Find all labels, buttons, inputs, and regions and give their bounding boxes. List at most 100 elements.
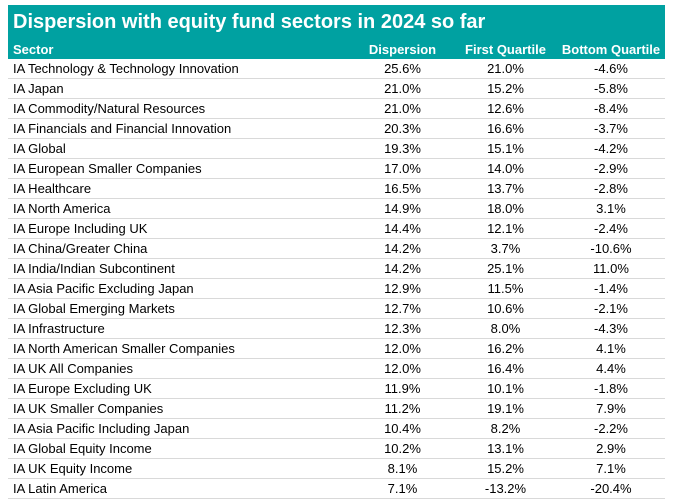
sector-cell: IA Commodity/Natural Resources <box>8 98 351 119</box>
sector-cell: IA Healthcare <box>8 178 351 199</box>
sector-cell: IA Asia Pacific Including Japan <box>8 418 351 439</box>
table-row: IA North America 14.9% 18.0% 3.1% <box>8 198 665 219</box>
dispersion-cell: 21.0% <box>351 78 454 99</box>
sector-cell: IA Europe Including UK <box>8 218 351 239</box>
first-quartile-cell: 16.4% <box>454 358 557 379</box>
first-quartile-cell: 19.1% <box>454 398 557 419</box>
first-quartile-cell: 12.6% <box>454 98 557 119</box>
table-row: IA UK Equity Income 8.1% 15.2% 7.1% <box>8 458 665 479</box>
first-quartile-cell: 10.6% <box>454 298 557 319</box>
bottom-quartile-cell: -2.8% <box>557 178 665 199</box>
header-row: Sector Dispersion First Quartile Bottom … <box>8 40 665 59</box>
dispersion-cell: 21.0% <box>351 98 454 119</box>
dispersion-cell: 12.9% <box>351 278 454 299</box>
first-quartile-cell: 18.0% <box>454 198 557 219</box>
table-row: IA UK Smaller Companies 11.2% 19.1% 7.9% <box>8 398 665 419</box>
dispersion-cell: 11.2% <box>351 398 454 419</box>
sector-cell: IA Global Emerging Markets <box>8 298 351 319</box>
dispersion-cell: 11.9% <box>351 378 454 399</box>
table-row: IA European Smaller Companies 17.0% 14.0% -… <box>8 158 665 179</box>
sector-cell: IA Latin America <box>8 478 351 499</box>
bottom-quartile-cell: -1.4% <box>557 278 665 299</box>
sector-cell: IA Global <box>8 138 351 159</box>
table-row: IA Healthcare 16.5% 13.7% -2.8% <box>8 178 665 199</box>
table-row: IA Europe Excluding UK 11.9% 10.1% -1.8% <box>8 378 665 399</box>
first-quartile-cell: 10.1% <box>454 378 557 399</box>
dispersion-cell: 12.7% <box>351 298 454 319</box>
bottom-quartile-cell: -4.2% <box>557 138 665 159</box>
header-first-quartile: First Quartile <box>465 42 546 57</box>
table-row: IA Latin America 7.1% -13.2% -20.4% <box>8 478 665 499</box>
bottom-quartile-cell: 11.0% <box>557 258 665 279</box>
table-row: IA Europe Including UK 14.4% 12.1% -2.4% <box>8 218 665 239</box>
dispersion-cell: 12.3% <box>351 318 454 339</box>
table-row: IA Infrastructure 12.3% 8.0% -4.3% <box>8 318 665 339</box>
first-quartile-cell: 13.1% <box>454 438 557 459</box>
first-quartile-cell: 14.0% <box>454 158 557 179</box>
table-container: Dispersion with equity fund sectors in 2… <box>8 5 665 499</box>
first-quartile-cell: -13.2% <box>454 478 557 499</box>
header-sector: Sector <box>13 42 54 57</box>
table-row: IA Asia Pacific Excluding Japan 12.9% 11.5… <box>8 278 665 299</box>
dispersion-cell: 20.3% <box>351 118 454 139</box>
bottom-quartile-cell: -4.6% <box>557 59 665 79</box>
bottom-quartile-cell: 4.4% <box>557 358 665 379</box>
dispersion-cell: 16.5% <box>351 178 454 199</box>
table-row: IA UK All Companies 12.0% 16.4% 4.4% <box>8 358 665 379</box>
first-quartile-cell: 11.5% <box>454 278 557 299</box>
first-quartile-cell: 15.2% <box>454 78 557 99</box>
first-quartile-cell: 25.1% <box>454 258 557 279</box>
bottom-quartile-cell: 4.1% <box>557 338 665 359</box>
dispersion-cell: 19.3% <box>351 138 454 159</box>
first-quartile-cell: 12.1% <box>454 218 557 239</box>
table-row: IA Commodity/Natural Resources 21.0% 12.6%… <box>8 98 665 119</box>
dispersion-cell: 8.1% <box>351 458 454 479</box>
sector-cell: IA Financials and Financial Innovation <box>8 118 351 139</box>
bottom-quartile-cell: -20.4% <box>557 478 665 499</box>
dispersion-cell: 12.0% <box>351 338 454 359</box>
table-title: Dispersion with equity fund sectors in 2… <box>8 5 665 40</box>
table-row: IA Technology & Technology Innovation 25.… <box>8 59 665 79</box>
sector-cell: IA European Smaller Companies <box>8 158 351 179</box>
bottom-quartile-cell: 7.1% <box>557 458 665 479</box>
bottom-quartile-cell: -1.8% <box>557 378 665 399</box>
sector-table: Sector Dispersion First Quartile Bottom … <box>8 40 665 499</box>
bottom-quartile-cell: -4.3% <box>557 318 665 339</box>
bottom-quartile-cell: -8.4% <box>557 98 665 119</box>
bottom-quartile-cell: 3.1% <box>557 198 665 219</box>
first-quartile-cell: 15.2% <box>454 458 557 479</box>
dispersion-cell: 14.2% <box>351 258 454 279</box>
dispersion-cell: 25.6% <box>351 59 454 79</box>
dispersion-cell: 10.4% <box>351 418 454 439</box>
first-quartile-cell: 3.7% <box>454 238 557 259</box>
sector-cell: IA Infrastructure <box>8 318 351 339</box>
dispersion-cell: 14.9% <box>351 198 454 219</box>
sector-cell: IA Asia Pacific Excluding Japan <box>8 278 351 299</box>
sector-cell: IA Technology & Technology Innovation <box>8 59 351 79</box>
table-row: IA Global 19.3% 15.1% -4.2% <box>8 138 665 159</box>
sector-cell: IA UK Smaller Companies <box>8 398 351 419</box>
first-quartile-cell: 15.1% <box>454 138 557 159</box>
bottom-quartile-cell: 2.9% <box>557 438 665 459</box>
first-quartile-cell: 16.2% <box>454 338 557 359</box>
dispersion-cell: 10.2% <box>351 438 454 459</box>
table-row: IA India/Indian Subcontinent 14.2% 25.1% 11… <box>8 258 665 279</box>
table-body: IA Technology & Technology Innovation 25.… <box>8 59 665 499</box>
bottom-quartile-cell: 7.9% <box>557 398 665 419</box>
dispersion-cell: 12.0% <box>351 358 454 379</box>
header-bottom-quartile: Bottom Quartile <box>561 42 661 57</box>
sector-cell: IA North America <box>8 198 351 219</box>
bottom-quartile-cell: -2.2% <box>557 418 665 439</box>
sector-cell: IA North American Smaller Companies <box>8 338 351 359</box>
bottom-quartile-cell: -2.4% <box>557 218 665 239</box>
bottom-quartile-cell: -3.7% <box>557 118 665 139</box>
bottom-quartile-cell: -10.6% <box>557 238 665 259</box>
sector-cell: IA Global Equity Income <box>8 438 351 459</box>
first-quartile-cell: 8.0% <box>454 318 557 339</box>
table-row: IA China/Greater China 14.2% 3.7% -10.6% <box>8 238 665 259</box>
table-row: IA North American Smaller Companies 12.0%… <box>8 338 665 359</box>
table-row: IA Global Equity Income 10.2% 13.1% 2.9% <box>8 438 665 459</box>
dispersion-cell: 7.1% <box>351 478 454 499</box>
table-row: IA Financials and Financial Innovation 20… <box>8 118 665 139</box>
bottom-quartile-cell: -2.1% <box>557 298 665 319</box>
